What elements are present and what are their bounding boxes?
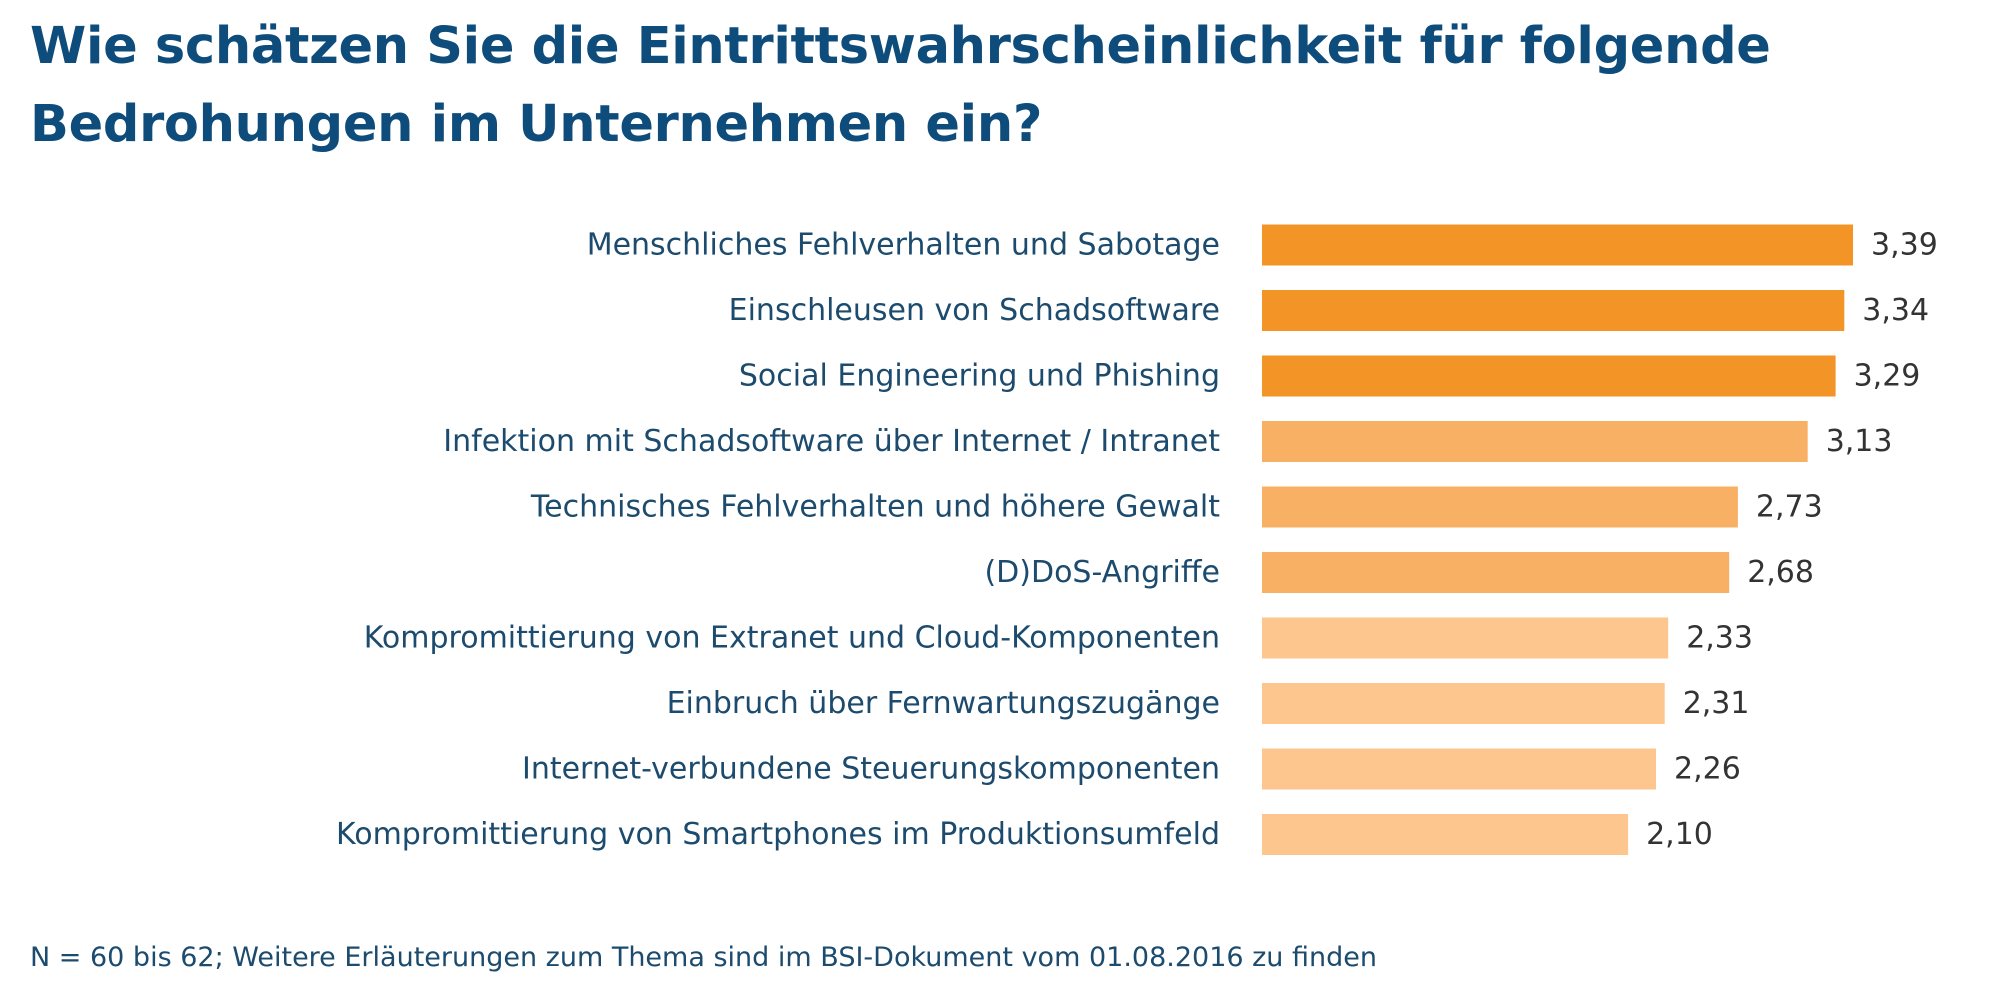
- value-label: 3,13: [1826, 424, 1893, 459]
- chart-title: Wie schätzen Sie die Eintrittswahrschein…: [30, 17, 1771, 154]
- bar: [1262, 617, 1669, 659]
- category-label: (D)DoS-Angriffe: [984, 555, 1220, 590]
- value-label: 2,31: [1683, 686, 1750, 721]
- footnote: N = 60 bis 62; Weitere Erläuterungen zum…: [30, 942, 1377, 973]
- value-label: 2,68: [1747, 555, 1814, 590]
- bar: [1262, 683, 1665, 724]
- value-label: 2,26: [1674, 752, 1741, 787]
- bar: [1262, 421, 1808, 462]
- bar: [1262, 224, 1853, 266]
- value-labels: 3,39 3,34 3,29 3,132,73 2,68 2,33 2,31 2,26 2,10: [1646, 228, 1938, 853]
- category-label: Infektion mit Schadsoftware über Interne…: [443, 424, 1220, 459]
- category-label: Technisches Fehlverhalten und höhere Gew…: [530, 490, 1220, 525]
- bar: [1262, 814, 1629, 855]
- category-label: Kompromittierung von Smartphones im Prod…: [336, 817, 1220, 852]
- category-label: Einschleusen von Schadsoftware: [729, 293, 1220, 328]
- bar: [1262, 552, 1730, 593]
- category-labels: Menschliches Fehlverhalten und Sabotage E…: [336, 228, 1220, 853]
- bar: [1262, 748, 1656, 790]
- category-label: Internet-verbundene Steuerungskomponente…: [522, 752, 1220, 787]
- bar: [1262, 486, 1738, 528]
- category-label: Menschliches Fehlverhalten und Sabotage: [587, 228, 1220, 263]
- value-label: 3,34: [1862, 293, 1929, 328]
- bars: [1262, 224, 1853, 855]
- bar: [1262, 290, 1845, 331]
- value-label: 3,29: [1854, 359, 1921, 394]
- category-label: Kompromittierung von Extranet und Cloud-…: [364, 621, 1220, 656]
- value-label: 2,33: [1686, 621, 1753, 656]
- value-label: 3,39: [1871, 228, 1938, 263]
- value-label: 2,73: [1756, 490, 1823, 525]
- category-label: Einbruch über Fernwartungszugänge: [667, 686, 1220, 721]
- bar: [1262, 355, 1836, 397]
- value-label: 2,10: [1646, 817, 1713, 852]
- category-label: Social Engineering und Phishing: [739, 359, 1220, 394]
